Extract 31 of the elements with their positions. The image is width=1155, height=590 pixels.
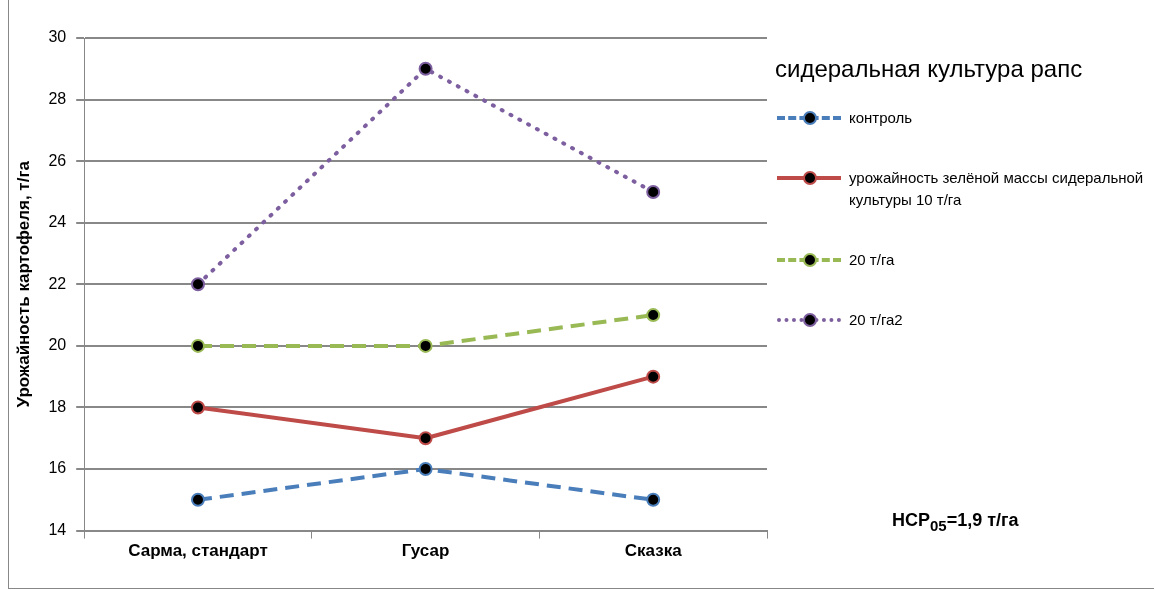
legend-title: сидеральная культура рапс	[775, 55, 1084, 83]
point	[646, 184, 661, 199]
y-tick-label: 26	[48, 151, 67, 169]
point	[191, 277, 205, 292]
x-tick-label: Сказка	[624, 541, 683, 561]
legend-label: урожайность зелёной массы сидеральной культуры 10 т/га	[849, 168, 1145, 210]
point	[418, 431, 433, 446]
y-tick-label: 28	[48, 89, 67, 107]
y-tick-label: 20	[48, 336, 67, 354]
x-tick-label: Гусар	[401, 541, 450, 561]
legend-label: контроль	[849, 108, 913, 128]
legend-label: 20 т/га2	[849, 310, 903, 330]
point	[191, 338, 205, 353]
point	[191, 492, 205, 507]
legend-label: 20 т/га	[849, 250, 895, 270]
y-axis-title: Урожайность картофеля, т/га	[13, 160, 33, 408]
y-tick-label: 16	[48, 459, 67, 477]
y-tick-label: 14	[48, 521, 67, 539]
point	[646, 369, 661, 384]
point	[418, 61, 433, 76]
point	[418, 338, 433, 353]
y-tick-label: 24	[48, 213, 67, 231]
point	[191, 400, 205, 415]
point	[646, 308, 661, 323]
point	[418, 462, 433, 477]
x-tick-label: Сарма, стандарт	[128, 541, 268, 561]
text: НСР$_{05}$=1,9 т/га	[892, 510, 1019, 534]
point	[646, 492, 661, 507]
y-tick-label: 22	[48, 274, 67, 292]
y-tick-label: 18	[48, 397, 67, 415]
y-tick-label: 30	[48, 28, 67, 46]
